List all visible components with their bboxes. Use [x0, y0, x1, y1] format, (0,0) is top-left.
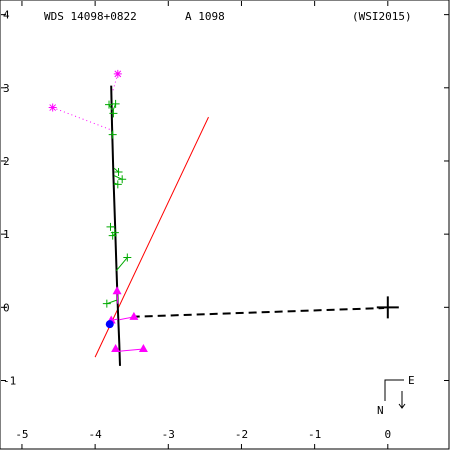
measure-plus-mark	[114, 167, 123, 176]
y-tick-label: 3	[3, 82, 10, 95]
compass-east-label: E	[408, 374, 415, 387]
measure-marks	[48, 69, 399, 353]
compass-axes	[384, 379, 404, 401]
measure-triangle-mark	[111, 344, 121, 353]
reference-label: (WSI2015)	[352, 10, 412, 23]
triangle-residual	[119, 348, 144, 352]
measure-plus-mark	[106, 222, 115, 231]
designation-label: A 1098	[185, 10, 225, 23]
measure-plus-mark	[105, 100, 114, 109]
compass: E N	[377, 374, 415, 417]
measure-plus-mark	[123, 253, 132, 262]
x-tick-label: -5	[15, 428, 28, 441]
y-tick-label: 2	[3, 155, 10, 168]
x-tick-label: -3	[162, 428, 175, 441]
compass-arrow-head	[398, 403, 406, 409]
companion-dot	[105, 320, 114, 329]
y-tick-label: 4	[3, 9, 10, 22]
measure-star-mark	[113, 69, 122, 78]
measure-triangle-mark	[138, 344, 148, 353]
primary-star-marker	[376, 296, 399, 319]
plus-residual	[113, 167, 119, 173]
measure-plus-mark	[109, 109, 118, 118]
measure-star-mark	[48, 103, 57, 112]
star-residual	[52, 107, 113, 131]
x-tick-label: -1	[308, 428, 321, 441]
y-tick-label: 1	[3, 228, 10, 241]
measure-plus-mark	[108, 231, 117, 240]
compass-north-label: N	[377, 404, 384, 417]
axis-tick-labels: -5 -4 -3 -2 -1 0 -1 0 1 2 3 4	[3, 9, 391, 441]
measure-plus-mark	[111, 99, 120, 108]
plus-residual	[113, 175, 123, 180]
system-label: WDS 14098+0822	[44, 10, 137, 23]
x-tick-label: 0	[384, 428, 391, 441]
orbit-lines	[94, 85, 385, 366]
residual-lines	[52, 73, 144, 352]
measure-triangle-mark	[129, 311, 139, 320]
x-tick-label: -2	[235, 428, 248, 441]
measure-plus-mark	[113, 180, 122, 189]
plus-residual	[106, 299, 118, 305]
measure-plus-mark	[102, 299, 111, 308]
measure-plus-mark	[108, 130, 117, 139]
periastron-line	[131, 307, 385, 318]
x-tick-label: -4	[88, 428, 102, 441]
y-tick-label: -1	[3, 374, 16, 387]
y-tick-label: 0	[3, 301, 10, 314]
plus-residual	[115, 257, 128, 272]
line-of-nodes	[94, 116, 209, 358]
measure-plus-mark	[118, 175, 127, 184]
measure-triangle-mark	[112, 286, 122, 295]
